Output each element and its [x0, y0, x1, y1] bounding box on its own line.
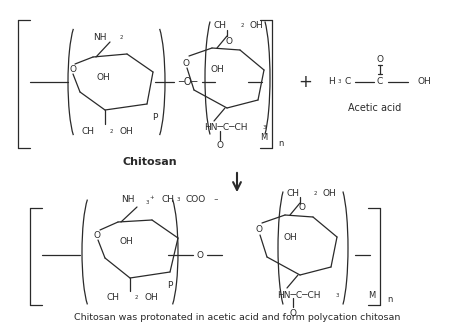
Text: O: O	[226, 36, 233, 46]
Text: P: P	[167, 280, 173, 290]
Text: Acetic acid: Acetic acid	[348, 103, 401, 113]
Text: CH: CH	[162, 196, 175, 204]
Text: $_2$: $_2$	[119, 32, 124, 42]
Text: C: C	[377, 77, 383, 86]
Text: +: +	[298, 73, 312, 91]
Text: CH: CH	[287, 188, 300, 198]
Text: $_3$$^+$: $_3$$^+$	[145, 193, 156, 207]
Text: O: O	[376, 56, 383, 64]
Text: OH: OH	[119, 238, 133, 246]
Text: NH: NH	[93, 32, 107, 42]
Text: O: O	[70, 66, 76, 74]
Text: n: n	[387, 295, 392, 305]
Text: OH: OH	[250, 21, 264, 31]
Text: $_3$: $_3$	[335, 291, 340, 300]
Text: CH: CH	[214, 21, 227, 31]
Text: H: H	[328, 77, 335, 86]
Text: COO: COO	[186, 196, 206, 204]
Text: Chitosan was protonated in acetic acid and form polycation chitosan: Chitosan was protonated in acetic acid a…	[74, 314, 400, 322]
Text: OH: OH	[323, 188, 337, 198]
Text: CH: CH	[107, 293, 120, 303]
Text: $_2$: $_2$	[134, 293, 139, 303]
Text: O: O	[255, 226, 263, 235]
Text: $^-$: $^-$	[212, 196, 219, 204]
Text: NH: NH	[121, 196, 135, 204]
Text: $_2$: $_2$	[109, 127, 114, 136]
Text: $_3$: $_3$	[337, 77, 342, 86]
Text: M: M	[260, 134, 268, 142]
Text: OH: OH	[418, 77, 432, 86]
Text: OH: OH	[120, 127, 134, 136]
Text: O: O	[299, 203, 306, 213]
Text: $_2$: $_2$	[313, 188, 318, 198]
Text: $_3$: $_3$	[262, 124, 267, 133]
Text: ─O─: ─O─	[178, 77, 198, 87]
Text: HN─C─CH: HN─C─CH	[204, 124, 247, 133]
Text: $_3$: $_3$	[176, 196, 181, 204]
Text: M: M	[368, 291, 375, 300]
Text: n: n	[278, 138, 283, 148]
Text: HN─C─CH: HN─C─CH	[277, 291, 320, 300]
Text: O: O	[197, 251, 203, 259]
Text: OH: OH	[210, 66, 224, 74]
Text: P: P	[152, 113, 158, 123]
Text: O: O	[93, 231, 100, 240]
Text: $_2$: $_2$	[240, 21, 245, 31]
Text: CH: CH	[82, 127, 95, 136]
Text: C: C	[345, 77, 351, 86]
Text: OH: OH	[96, 72, 110, 82]
Text: OH: OH	[145, 293, 159, 303]
Text: OH: OH	[283, 232, 297, 241]
Text: O: O	[217, 141, 224, 150]
Text: Chitosan: Chitosan	[123, 157, 177, 167]
Text: O: O	[182, 58, 190, 68]
Text: O: O	[290, 308, 297, 318]
